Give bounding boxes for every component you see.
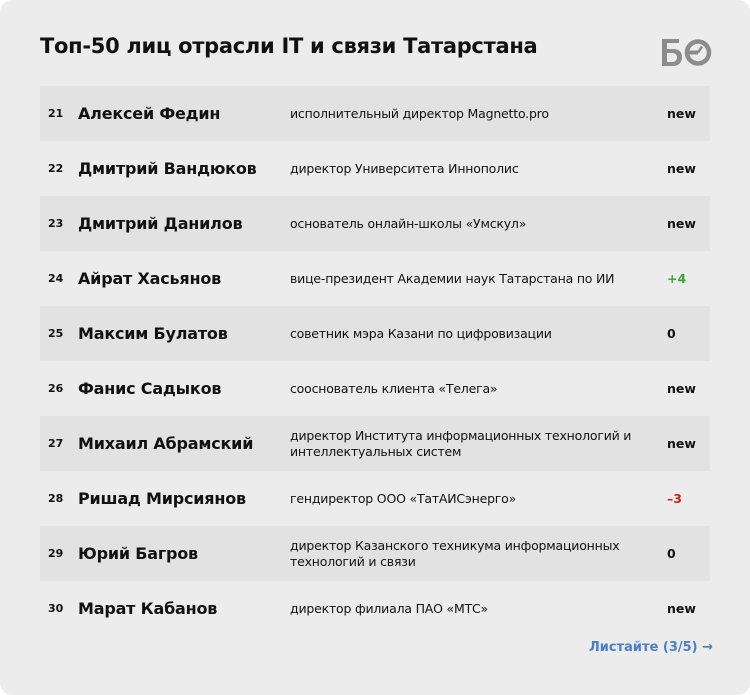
table-row: 22 Дмитрий Вандюков директор Университета … bbox=[40, 141, 710, 196]
bo-logo bbox=[660, 36, 712, 72]
rank-change: –3 bbox=[667, 491, 682, 506]
person-name: Юрий Багров bbox=[78, 544, 198, 563]
person-name: Михаил Абрамский bbox=[78, 434, 254, 453]
table-row: 23 Дмитрий Данилов основатель онлайн-школы… bbox=[40, 196, 710, 251]
table-row: 25 Максим Булатов советник мэра Казани по … bbox=[40, 306, 710, 361]
person-name: Фанис Садыков bbox=[78, 379, 222, 398]
rank: 27 bbox=[48, 437, 64, 450]
person-role: гендиректор ООО «ТатАИСэнерго» bbox=[290, 490, 517, 506]
rank: 28 bbox=[48, 492, 64, 505]
table-row: 24 Айрат Хасьянов вице-президент Академии … bbox=[40, 251, 710, 306]
rank-change: new bbox=[667, 381, 696, 396]
person-role: директор Казанского техникума информацио… bbox=[290, 537, 620, 569]
table-row: 27 Михаил Абрамский директор Института инф… bbox=[40, 416, 710, 471]
rank-change: new bbox=[667, 436, 696, 451]
table-row: 21 Алексей Федин исполнительный директор M… bbox=[40, 86, 710, 141]
rank: 29 bbox=[48, 547, 64, 560]
rank: 25 bbox=[48, 327, 64, 340]
person-name: Алексей Федин bbox=[78, 104, 221, 123]
rank: 30 bbox=[48, 602, 64, 615]
rank-change: new bbox=[667, 106, 696, 121]
person-name: Айрат Хасьянов bbox=[78, 269, 222, 288]
rank: 26 bbox=[48, 382, 64, 395]
person-name: Марат Кабанов bbox=[78, 599, 218, 618]
rank: 24 bbox=[48, 272, 64, 285]
ranking-table: 21 Алексей Федин исполнительный директор M… bbox=[40, 86, 710, 636]
rank-change: 0 bbox=[667, 326, 676, 341]
rank: 21 bbox=[48, 107, 64, 120]
person-role: вице-президент Академии наук Татарстана … bbox=[290, 270, 615, 286]
person-name: Дмитрий Вандюков bbox=[78, 159, 257, 178]
person-role: директор Университета Иннополис bbox=[290, 160, 519, 176]
table-row: 28 Ришад Мирсиянов гендиректор ООО «ТатАИС… bbox=[40, 471, 710, 526]
rank-change: +4 bbox=[667, 271, 687, 286]
table-row: 29 Юрий Багров директор Казанского технику… bbox=[40, 526, 710, 581]
person-name: Дмитрий Данилов bbox=[78, 214, 243, 233]
person-name: Ришад Мирсиянов bbox=[78, 489, 246, 508]
rank-change: new bbox=[667, 161, 696, 176]
person-role: сооснователь клиента «Телега» bbox=[290, 380, 498, 396]
table-row: 26 Фанис Садыков сооснователь клиента «Тел… bbox=[40, 361, 710, 416]
person-role: директор филиала ПАО «МТС» bbox=[290, 600, 488, 616]
table-row: 30 Марат Кабанов директор филиала ПАО «МТС… bbox=[40, 581, 710, 636]
person-role: основатель онлайн-школы «Умскул» bbox=[290, 215, 527, 231]
person-role: советник мэра Казани по цифровизации bbox=[290, 325, 552, 341]
page-title: Топ-50 лиц отрасли IT и связи Татарстана bbox=[40, 34, 538, 58]
person-name: Максим Булатов bbox=[78, 324, 228, 343]
rank: 22 bbox=[48, 162, 64, 175]
rank-change: 0 bbox=[667, 546, 676, 561]
next-page-link[interactable]: Листайте (3/5) → bbox=[589, 640, 714, 655]
rank-change: new bbox=[667, 601, 696, 616]
person-role: исполнительный директор Magnetto.pro bbox=[290, 105, 549, 121]
rank-change: new bbox=[667, 216, 696, 231]
rank: 23 bbox=[48, 217, 64, 230]
person-role: директор Института информационных технол… bbox=[290, 427, 632, 459]
